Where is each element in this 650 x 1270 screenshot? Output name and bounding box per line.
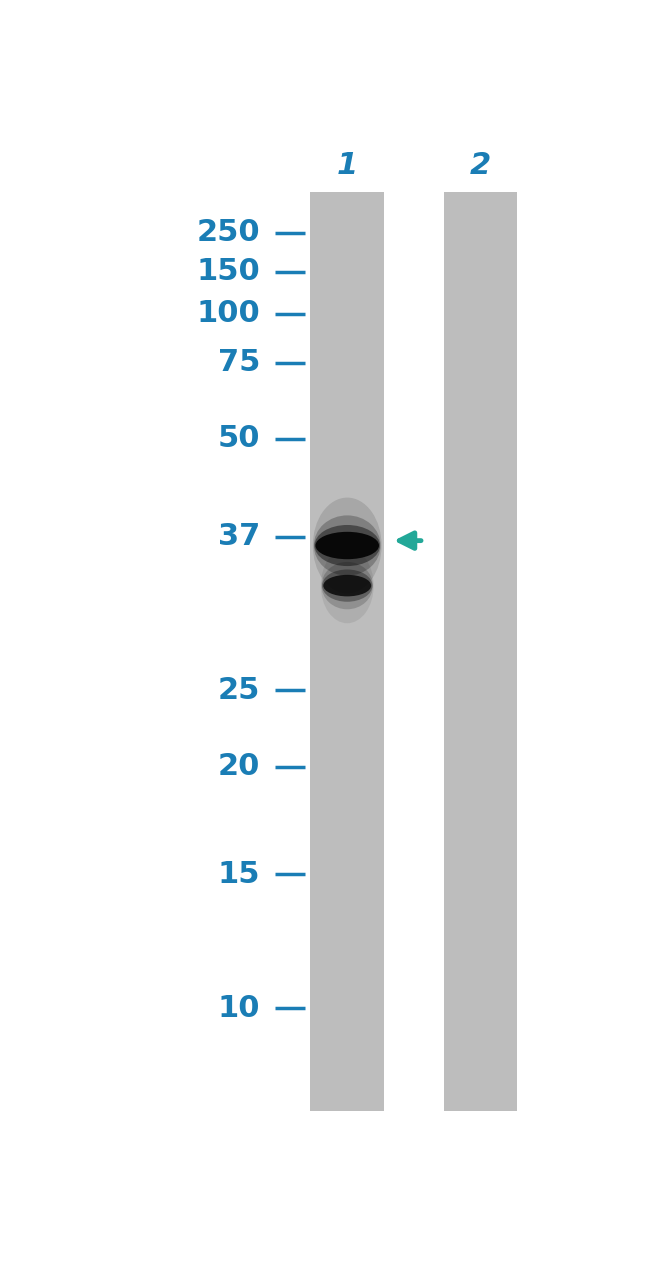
Ellipse shape [323,575,371,597]
Ellipse shape [322,569,372,602]
Ellipse shape [313,498,382,593]
Text: 37: 37 [218,522,260,551]
Ellipse shape [314,516,381,575]
Bar [311,192,384,1111]
Text: 15: 15 [218,860,260,889]
Text: 20: 20 [218,752,260,781]
Ellipse shape [315,525,380,566]
Bar [444,192,517,1111]
Ellipse shape [321,547,374,624]
Text: 50: 50 [218,424,260,453]
Ellipse shape [315,532,379,559]
Text: 2: 2 [470,151,491,180]
Text: 100: 100 [196,300,260,328]
Text: 75: 75 [218,348,260,377]
Text: 150: 150 [196,258,260,286]
Text: 1: 1 [337,151,358,180]
Text: 25: 25 [218,676,260,705]
Text: 250: 250 [196,218,260,248]
Ellipse shape [322,561,373,610]
Text: 10: 10 [218,993,260,1022]
